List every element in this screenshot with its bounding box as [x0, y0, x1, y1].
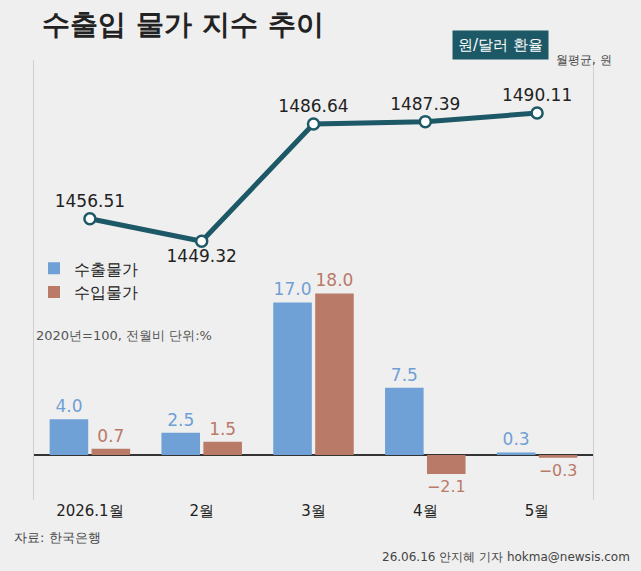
svg-text:−0.3: −0.3 [539, 461, 578, 480]
svg-text:수입물가: 수입물가 [74, 283, 138, 302]
svg-text:−2.1: −2.1 [427, 477, 466, 496]
svg-text:1.5: 1.5 [209, 419, 236, 439]
svg-text:17.0: 17.0 [274, 279, 312, 299]
svg-text:1490.11: 1490.11 [502, 85, 572, 105]
svg-text:5월: 5월 [525, 502, 550, 520]
svg-text:3월: 3월 [301, 502, 326, 520]
svg-text:1487.39: 1487.39 [390, 94, 460, 114]
svg-text:2026.1월: 2026.1월 [56, 502, 124, 520]
svg-text:2020년=100, 전월비 단위:%: 2020년=100, 전월비 단위:% [36, 328, 212, 343]
svg-text:26.06.16 안지혜 기자 hokma@newsis.c: 26.06.16 안지혜 기자 hokma@newsis.com [382, 550, 630, 564]
svg-text:4월: 4월 [413, 502, 438, 520]
svg-text:2.5: 2.5 [167, 410, 194, 430]
svg-text:1449.32: 1449.32 [167, 246, 237, 266]
svg-text:수출입 물가 지수 추이: 수출입 물가 지수 추이 [42, 8, 323, 41]
svg-text:7.5: 7.5 [391, 365, 418, 385]
svg-text:수출물가: 수출물가 [74, 260, 138, 279]
svg-text:1456.51: 1456.51 [55, 191, 125, 211]
svg-text:원/달러 환율: 원/달러 환율 [458, 36, 543, 54]
svg-text:18.0: 18.0 [316, 270, 354, 290]
svg-text:2월: 2월 [189, 502, 214, 520]
svg-text:1486.64: 1486.64 [278, 96, 348, 116]
svg-text:월평균, 원: 월평균, 원 [556, 53, 612, 67]
svg-text:0.3: 0.3 [503, 429, 530, 449]
svg-text:0.7: 0.7 [97, 426, 124, 446]
svg-text:4.0: 4.0 [55, 396, 82, 416]
svg-text:자료: 한국은행: 자료: 한국은행 [14, 530, 101, 545]
